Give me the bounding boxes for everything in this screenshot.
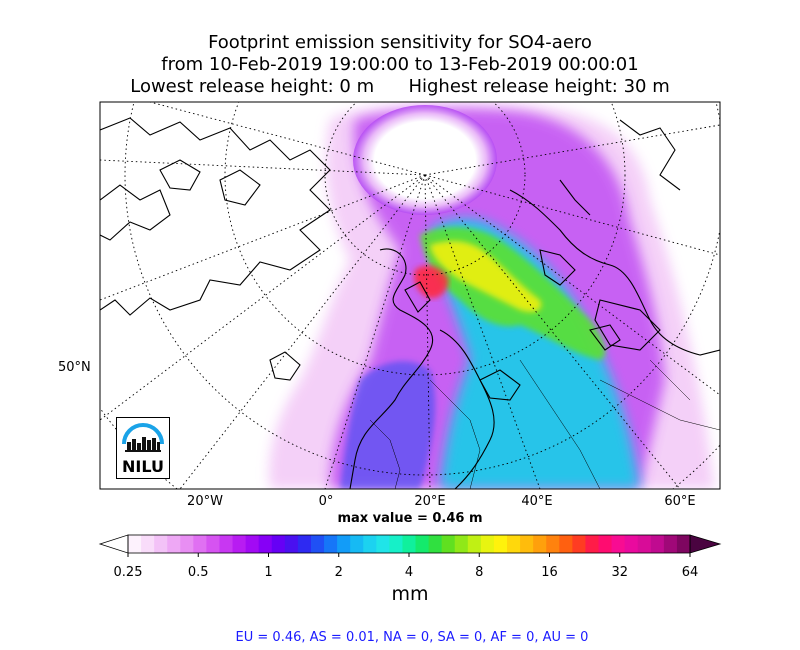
chart-title-line-2: from 10-Feb-2019 19:00:00 to 13-Feb-2019… — [161, 54, 639, 75]
colorbar-swatch — [206, 535, 220, 553]
colorbar-swatch — [546, 535, 560, 553]
polar-blank — [353, 105, 497, 215]
nilu-logo: NILU — [116, 417, 170, 479]
colorbar-swatch — [271, 535, 286, 553]
colorbar-swatch — [676, 535, 691, 553]
colorbar-tick-label: 32 — [611, 565, 629, 580]
colorbar-extend-max — [689, 534, 722, 554]
nilu-logo-icon — [122, 423, 164, 452]
colorbar-swatch — [467, 535, 482, 553]
colorbar-swatch — [167, 535, 181, 553]
chart-title-line-1: Footprint emission sensitivity for SO4-a… — [208, 32, 592, 53]
colorbar-swatch — [232, 535, 247, 553]
colorbar-tick-label: 8 — [475, 565, 484, 580]
colorbar-swatch — [572, 535, 586, 553]
colorbar-swatch — [141, 535, 155, 553]
chart-title-line-3: Lowest release height: 0 m Highest relea… — [130, 76, 670, 97]
colorbar-swatch — [219, 535, 234, 553]
colorbar-tick-label: 4 — [404, 565, 414, 580]
colorbar-swatch — [193, 535, 207, 553]
graticule — [100, 102, 720, 489]
colorbar-swatch — [650, 535, 665, 553]
region-summary: EU = 0.46, AS = 0.01, NA = 0, SA = 0, AF… — [235, 630, 589, 645]
colorbar-swatch — [180, 535, 194, 553]
colorbar-tick-label: 0.5 — [187, 565, 209, 580]
colorbar-swatch — [533, 535, 547, 553]
colorbar-swatch — [389, 535, 403, 553]
colorbar-swatch — [297, 535, 312, 553]
colorbar-tick-label: 16 — [541, 565, 558, 580]
max-value-annotation: max value = 0.46 m — [337, 511, 483, 526]
colorbar-tick-label: 64 — [681, 565, 699, 580]
colorbar-swatch — [428, 535, 443, 553]
colorbar-swatch — [454, 535, 469, 553]
colorbar-swatch — [376, 535, 390, 553]
colorbar-swatch — [493, 535, 508, 553]
colorbar-swatch — [245, 535, 260, 553]
colorbar-swatch — [128, 535, 142, 553]
colorbar-swatch — [624, 535, 639, 553]
colorbar-swatch — [324, 535, 338, 553]
plot-frame — [99, 101, 721, 490]
colorbar-tick-label: 2 — [334, 565, 343, 580]
colorbar-swatch — [507, 535, 521, 553]
colorbar-tick-label: 1 — [264, 565, 273, 580]
colorbar-unit-label: mm — [391, 583, 429, 605]
colorbar-swatch — [585, 535, 600, 553]
colorbar-swatch — [402, 535, 417, 553]
colorbar-swatch — [611, 535, 626, 553]
x-tick-label: 20°W — [187, 494, 223, 509]
x-tick-label: 40°E — [521, 494, 553, 509]
borders — [369, 359, 720, 489]
x-tick-label: 60°E — [664, 494, 696, 509]
x-tick-label: 20°E — [414, 494, 446, 509]
colorbar-swatch — [284, 535, 299, 553]
colorbar-extend-min — [98, 534, 129, 554]
coastlines — [100, 117, 720, 489]
colorbar-swatch — [520, 535, 534, 553]
colorbar-swatch — [154, 535, 168, 553]
colorbar-swatch — [337, 535, 351, 553]
colorbar-swatch — [258, 535, 273, 553]
y-tick-label: 50°N — [58, 360, 91, 375]
colorbar-swatch — [480, 535, 495, 553]
x-tick-label: 0° — [318, 494, 334, 509]
colorbar-swatch — [637, 535, 652, 553]
colorbar-swatch — [441, 535, 456, 553]
footprint-blue — [340, 361, 436, 489]
colorbar-swatch — [310, 535, 325, 553]
colorbar-swatch — [350, 535, 364, 553]
footprint-yellow — [430, 240, 542, 312]
colorbar-swatch — [663, 535, 678, 553]
colorbar — [98, 534, 722, 557]
nilu-logo-text: NILU — [122, 457, 164, 476]
colorbar-tick-label: 0.25 — [113, 565, 143, 580]
colorbar-swatch — [559, 535, 573, 553]
colorbar-swatch — [598, 535, 613, 553]
footprint-peak — [414, 265, 449, 299]
colorbar-swatch — [363, 535, 377, 553]
colorbar-swatch — [415, 535, 430, 553]
